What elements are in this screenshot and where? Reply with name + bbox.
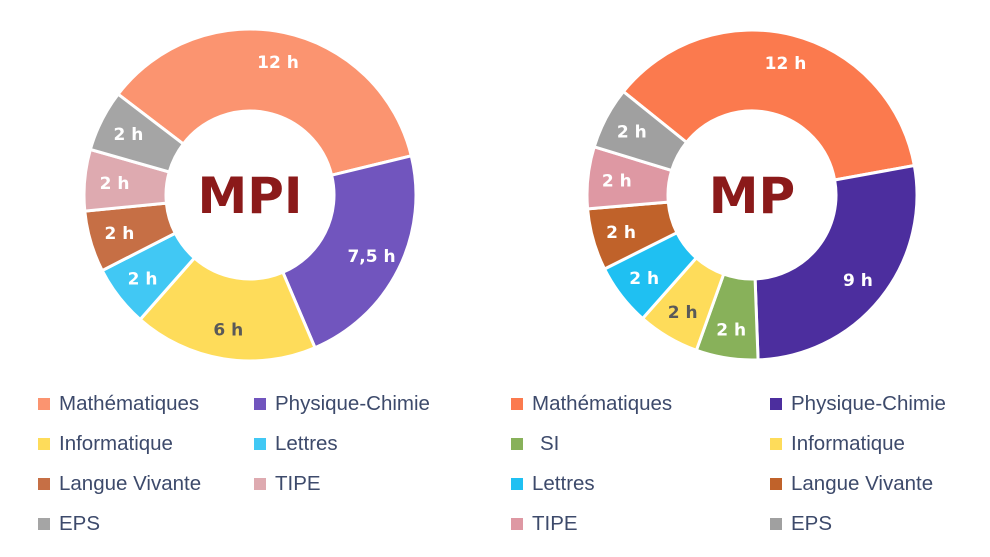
legend-swatch <box>511 478 523 490</box>
slice-label-eps: 2 h <box>114 125 144 145</box>
slice-label-physique-chimie: 9 h <box>843 271 873 291</box>
legend-item-eps: EPS <box>770 504 990 544</box>
legend-label: Lettres <box>275 432 338 455</box>
legend-swatch <box>511 518 523 530</box>
legend-label: TIPE <box>532 512 578 535</box>
slice-label-lettres: 2 h <box>629 269 659 289</box>
legend-item-langue-vivante: Langue Vivante <box>770 464 990 504</box>
legend-label: Physique-Chimie <box>275 392 430 415</box>
legend-item-physique-chimie: Physique-Chimie <box>770 384 990 424</box>
legend-swatch <box>38 518 50 530</box>
legend-item-eps: EPS <box>38 504 254 544</box>
legend-swatch <box>511 398 523 410</box>
slice-informatique <box>138 255 317 363</box>
legend-swatch <box>770 438 782 450</box>
slice-eps <box>592 89 689 173</box>
slice-label-langue-vivante: 2 h <box>606 223 636 243</box>
legend-label: SI <box>540 432 560 455</box>
slice-mathematiques <box>621 28 917 182</box>
legend-item-mathematiques: Mathématiques <box>511 384 770 424</box>
legend-swatch <box>254 398 266 410</box>
legend-label: Mathématiques <box>59 392 200 415</box>
slice-physique-chimie <box>280 154 418 350</box>
legend-label: EPS <box>791 512 833 535</box>
legend-label: Langue Vivante <box>59 472 202 495</box>
slice-label-si: 2 h <box>716 320 746 340</box>
legend-label: Informatique <box>791 432 905 455</box>
legend-item-lettres: Lettres <box>254 424 464 464</box>
donut-chart-mpi: 12 h 7,5 h 6 h 2 h 2 h 2 h 2 h MPI <box>82 27 418 363</box>
legend-item-tipe: TIPE <box>511 504 770 544</box>
legend-label: TIPE <box>275 472 321 495</box>
slice-eps <box>88 92 186 174</box>
legend-mpi: Mathématiques Physique-Chimie Informatiq… <box>38 384 464 544</box>
legend-swatch <box>254 438 266 450</box>
legend-item-physique-chimie: Physique-Chimie <box>254 384 464 424</box>
legend-label: EPS <box>59 512 101 535</box>
legend-swatch <box>38 478 50 490</box>
slice-label-mathematiques: 12 h <box>765 54 807 74</box>
legend-label: Langue Vivante <box>791 472 934 495</box>
legend-label: Mathématiques <box>532 392 673 415</box>
slice-label-tipe: 2 h <box>100 174 130 194</box>
slice-label-lettres: 2 h <box>128 269 158 289</box>
legend-swatch <box>770 398 782 410</box>
slice-physique-chimie <box>753 163 919 362</box>
legend-swatch <box>38 398 50 410</box>
slice-label-informatique: 2 h <box>668 303 698 323</box>
legend-mp: Mathématiques Physique-Chimie SI Informa… <box>511 384 990 544</box>
legend-item-tipe: TIPE <box>254 464 464 504</box>
legend-label: Lettres <box>532 472 595 495</box>
slice-label-tipe: 2 h <box>602 172 632 192</box>
legend-label: Informatique <box>59 432 173 455</box>
donut-chart-mp: 12 h 9 h 2 h 2 h 2 h 2 h 2 h 2 h MP <box>585 28 919 362</box>
legend-item-si: SI <box>511 424 770 464</box>
slice-label-physique-chimie: 7,5 h <box>347 247 395 267</box>
slice-label-langue-vivante: 2 h <box>105 224 135 244</box>
slice-label-mathematiques: 12 h <box>257 53 299 73</box>
legend-swatch <box>38 438 50 450</box>
legend-swatch <box>770 518 782 530</box>
slice-label-informatique: 6 h <box>213 320 243 340</box>
legend-item-langue-vivante: Langue Vivante <box>38 464 254 504</box>
slice-label-eps: 2 h <box>617 122 647 142</box>
charts-canvas: 12 h 7,5 h 6 h 2 h 2 h 2 h 2 h MPI 12 h 9 h 2 h 2 … <box>82 27 919 363</box>
legend-item-lettres: Lettres <box>511 464 770 504</box>
legend-label: Physique-Chimie <box>791 392 946 415</box>
chart-title: MPI <box>197 167 302 225</box>
legend-swatch <box>770 478 782 490</box>
legend-item-mathematiques: Mathématiques <box>38 384 254 424</box>
chart-title: MP <box>709 167 795 225</box>
legend-item-informatique: Informatique <box>38 424 254 464</box>
legend-swatch <box>254 478 266 490</box>
legend-swatch <box>511 438 523 450</box>
legend-item-informatique: Informatique <box>770 424 990 464</box>
slice-mathematiques <box>116 27 414 177</box>
